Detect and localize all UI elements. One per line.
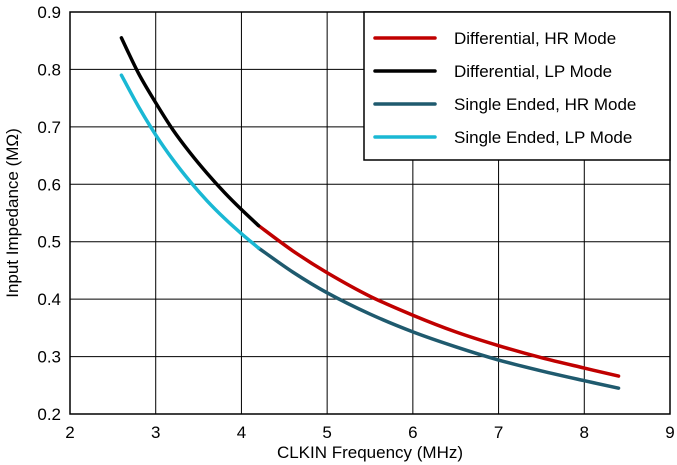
x-tick-label: 7 bbox=[494, 423, 503, 442]
y-tick-label: 0.7 bbox=[37, 118, 61, 137]
x-tick-label: 4 bbox=[237, 423, 246, 442]
y-tick-label: 0.3 bbox=[37, 348, 61, 367]
y-tick-label: 0.4 bbox=[37, 290, 61, 309]
legend-label-single-ended-lp: Single Ended, LP Mode bbox=[454, 128, 632, 147]
x-tick-label: 3 bbox=[151, 423, 160, 442]
y-tick-label: 0.5 bbox=[37, 233, 61, 252]
y-tick-label: 0.8 bbox=[37, 60, 61, 79]
x-tick-label: 9 bbox=[665, 423, 674, 442]
series-lines bbox=[119, 36, 621, 390]
series-single-ended-hr bbox=[256, 246, 621, 390]
y-axis-title: Input Impedance (MΩ) bbox=[3, 128, 22, 298]
legend-label-differential-hr: Differential, HR Mode bbox=[454, 29, 616, 48]
series-single-ended-lp bbox=[119, 73, 261, 250]
legend: Differential, HR Mode Differential, LP M… bbox=[363, 11, 671, 161]
y-tick-label: 0.2 bbox=[37, 405, 61, 424]
x-tick-label: 2 bbox=[65, 423, 74, 442]
tick-labels: 2 3 4 5 6 7 8 9 0.2 0.3 0.4 0.5 0.6 0.7 0.8 0.9 bbox=[37, 3, 674, 442]
legend-label-differential-lp: Differential, LP Mode bbox=[454, 62, 612, 81]
x-tick-label: 8 bbox=[580, 423, 589, 442]
legend-label-single-ended-hr: Single Ended, HR Mode bbox=[454, 95, 636, 114]
y-tick-label: 0.9 bbox=[37, 3, 61, 22]
series-differential-lp bbox=[119, 36, 261, 228]
x-tick-label: 5 bbox=[322, 423, 331, 442]
y-tick-label: 0.6 bbox=[37, 175, 61, 194]
series-differential-hr bbox=[256, 223, 621, 378]
x-tick-label: 6 bbox=[408, 423, 417, 442]
x-axis-title: CLKIN Frequency (MHz) bbox=[277, 443, 463, 462]
